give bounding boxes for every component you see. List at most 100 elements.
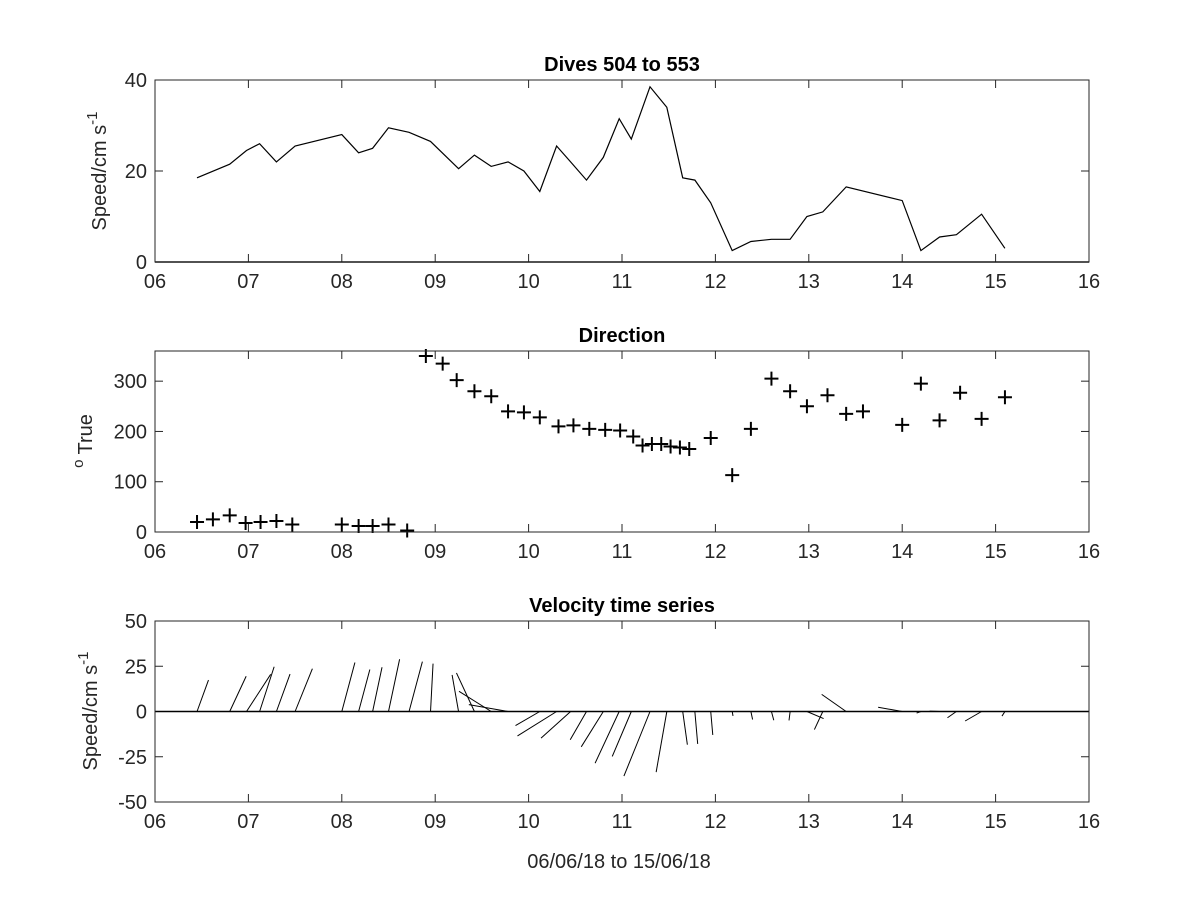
direction-axes-box — [154, 350, 1090, 533]
velocity-stick — [770, 711, 775, 721]
velocity-x-tick-label: 09 — [424, 811, 446, 833]
velocity-stick — [515, 711, 541, 726]
velocity-y-tick-label: 50 — [125, 611, 147, 633]
direction-point-marker — [516, 405, 531, 420]
velocity-stick — [947, 711, 957, 719]
direction-point-marker — [484, 389, 499, 404]
speed-panel: Dives 504 to 553 06 07 08 09 10 11 12 13 14 15 160… — [84, 54, 1100, 293]
direction-point-marker — [400, 523, 415, 538]
velocity-stick — [451, 674, 460, 712]
velocity-stick — [750, 711, 754, 720]
direction-point-marker — [820, 388, 835, 403]
velocity-x-tick-label: 07 — [237, 811, 259, 833]
velocity-stick — [517, 711, 557, 737]
speed-x-tick-label: 07 — [237, 271, 259, 293]
x-axis-label: 06/06/18 to 15/06/18 — [527, 851, 711, 873]
velocity-y-axis-label-text: Speed/cm s — [80, 665, 102, 771]
speed-y-tick-label: 0 — [136, 252, 147, 274]
direction-point-marker — [855, 404, 870, 419]
velocity-stick — [430, 663, 434, 712]
speed-y-tick-label: 20 — [125, 161, 147, 183]
velocity-x-tick-label: 15 — [984, 811, 1006, 833]
direction-point-marker — [725, 468, 740, 483]
direction-point-marker — [997, 390, 1012, 405]
velocity-stick — [916, 711, 922, 714]
velocity-x-tick-label: 08 — [331, 811, 353, 833]
direction-y-axis-label-degree: o — [70, 460, 87, 468]
direction-point-marker — [449, 373, 464, 388]
svg-text:oTrue: o True — [70, 414, 97, 468]
direction-point-marker — [783, 384, 798, 399]
velocity-stick — [611, 711, 632, 757]
velocity-stick — [388, 659, 401, 712]
velocity-stick — [294, 668, 313, 712]
direction-x-tick-label: 14 — [891, 541, 913, 563]
speed-x-tick-label: 11 — [612, 271, 633, 293]
speed-axes-box — [154, 79, 1090, 263]
velocity-y-axis-label-exponent: -1 — [75, 652, 92, 665]
velocity-stick — [788, 711, 791, 721]
direction-point-marker — [285, 517, 300, 532]
speed-x-tick-label: 15 — [984, 271, 1006, 293]
direction-point-marker — [566, 418, 581, 433]
direction-point-marker — [582, 421, 597, 436]
velocity-stick — [468, 704, 509, 712]
velocity-stick — [196, 679, 209, 712]
direction-point-marker — [205, 512, 220, 527]
velocity-x-tick-label: 06 — [144, 811, 166, 833]
direction-point-marker — [839, 406, 854, 421]
direction-point-marker — [269, 513, 284, 528]
speed-x-tick-label: 08 — [331, 271, 353, 293]
speed-plot-area: 06 07 08 09 10 11 12 13 14 15 16 0 20 40 — [125, 70, 1100, 293]
svg-text:Speed/cm s-1: Speed/cm s-1 — [84, 112, 111, 231]
direction-point-marker — [682, 442, 697, 457]
velocity-y-axis-label: Speed/cm s-1 — [75, 652, 102, 771]
velocity-x-tick-label: 13 — [798, 811, 820, 833]
velocity-stick — [458, 690, 492, 712]
speed-y-axis-label-exponent: -1 — [84, 112, 101, 125]
direction-point-marker — [467, 384, 482, 399]
direction-point-marker — [626, 429, 641, 444]
direction-point-marker — [799, 399, 814, 414]
direction-x-tick-label: 11 — [612, 541, 633, 563]
speed-x-tick-label: 16 — [1078, 271, 1100, 293]
velocity-stick — [246, 674, 272, 712]
velocity-stick — [623, 711, 651, 777]
direction-point-marker — [635, 438, 650, 453]
direction-panel: Direction 06 07 08 09 10 11 12 13 14 15 16 0 100 200 3… — [70, 325, 1100, 563]
speed-x-tick-label: 12 — [704, 271, 726, 293]
direction-y-tick-label: 300 — [114, 371, 147, 393]
direction-point-marker — [381, 517, 396, 532]
direction-point-marker — [953, 385, 968, 400]
direction-point-marker — [932, 413, 947, 428]
velocity-x-tick-label: 16 — [1078, 811, 1100, 833]
direction-point-marker — [253, 514, 268, 529]
velocity-stick — [540, 711, 571, 739]
direction-panel-title: Direction — [579, 325, 666, 347]
velocity-stick — [372, 667, 383, 712]
direction-point-marker — [238, 515, 253, 530]
direction-point-marker — [190, 514, 205, 529]
direction-point-marker — [551, 419, 566, 434]
direction-point-marker — [974, 411, 989, 426]
direction-x-tick-label: 10 — [517, 541, 539, 563]
direction-point-marker — [598, 422, 613, 437]
direction-point-marker — [501, 404, 516, 419]
direction-point-marker — [435, 356, 450, 371]
direction-point-marker — [365, 518, 380, 533]
velocity-stick — [806, 711, 824, 720]
velocity-axes-box — [154, 620, 1090, 803]
velocity-stick — [964, 711, 982, 722]
velocity-stick — [1001, 711, 1006, 717]
direction-point-marker — [913, 376, 928, 391]
direction-y-tick-label: 0 — [136, 522, 147, 544]
direction-point-marker — [743, 421, 758, 436]
speed-series-line — [196, 85, 1006, 252]
velocity-y-tick-label: -50 — [118, 792, 147, 814]
velocity-x-tick-label: 10 — [517, 811, 539, 833]
speed-panel-title: Dives 504 to 553 — [544, 54, 700, 76]
direction-y-tick-label: 100 — [114, 472, 147, 494]
speed-x-tick-label: 13 — [798, 271, 820, 293]
direction-point-marker — [895, 417, 910, 432]
